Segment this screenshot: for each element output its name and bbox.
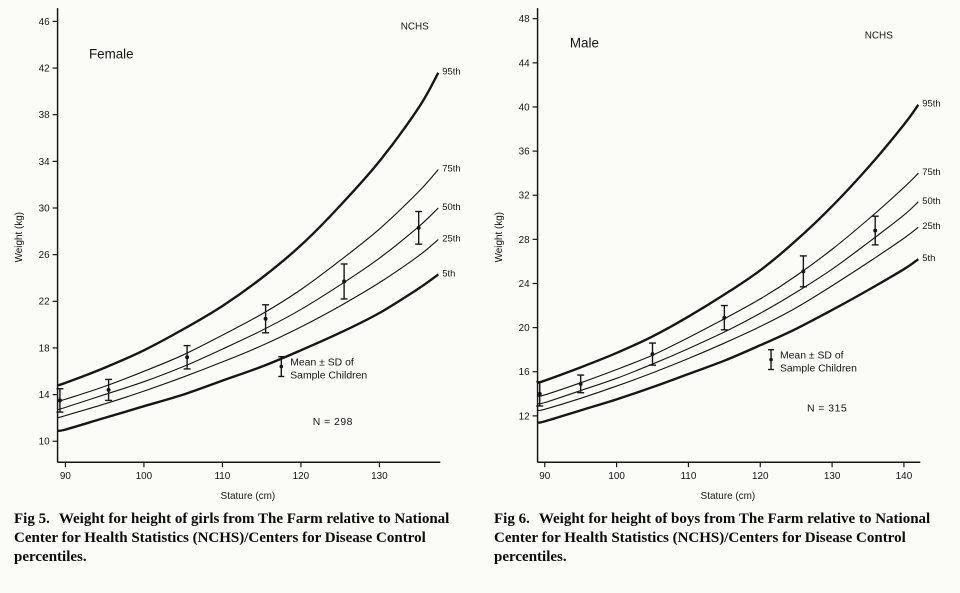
- figure-6-number: Fig 6.: [494, 511, 530, 527]
- y-axis-title: Weight (kg): [14, 212, 25, 262]
- y-tick-label: 26: [39, 250, 51, 261]
- mean-marker: [342, 279, 347, 284]
- mean-marker: [722, 315, 727, 320]
- x-tick-label: 130: [371, 471, 388, 482]
- x-tick-label: 100: [136, 471, 153, 482]
- x-tick-label: 90: [539, 471, 551, 482]
- legend-line-2: Sample Children: [780, 364, 857, 375]
- mean-marker: [873, 228, 878, 233]
- y-tick-label: 36: [519, 147, 531, 158]
- x-tick-label: 130: [824, 471, 841, 482]
- y-tick-label: 10: [39, 437, 51, 448]
- y-tick-label: 40: [519, 102, 531, 113]
- x-tick-label: 140: [896, 471, 913, 482]
- percentile-label-25th: 25th: [442, 232, 460, 243]
- y-tick-label: 32: [519, 191, 531, 202]
- y-tick-label: 20: [519, 323, 531, 334]
- x-tick-label: 110: [681, 471, 697, 482]
- figure-5-text: Weight for height of girls from The Farm…: [14, 511, 450, 565]
- y-tick-label: 48: [519, 14, 531, 25]
- mean-marker: [185, 355, 190, 360]
- mean-marker: [416, 225, 421, 230]
- legend-line-1: Mean ± SD of: [290, 358, 354, 369]
- y-axis-title: Weight (kg): [494, 212, 505, 262]
- figure-5-female: 10 14 18 22 26 30 34 38 42 46 90 100 110 120 130 Weight…: [8, 2, 474, 567]
- mean-marker: [106, 387, 111, 392]
- percentile-curve-75th: [57, 169, 439, 403]
- percentile-label-50th: 50th: [922, 195, 940, 206]
- percentile-curve-5th: [57, 273, 440, 433]
- y-tick-label: 16: [519, 367, 531, 378]
- panel-label: Male: [570, 35, 599, 50]
- percentile-curve-95th: [57, 72, 440, 387]
- figure-5-number: Fig 5.: [14, 511, 50, 527]
- y-tick-label: 28: [519, 235, 531, 246]
- x-tick-label: 120: [293, 471, 310, 482]
- percentile-label-5th: 5th: [922, 252, 935, 263]
- percentile-curve-50th: [537, 201, 919, 405]
- figure-6-male: 12 16 20 24 28 32 36 40 44 48 90 100 110 120 130 140 Wei…: [488, 2, 954, 567]
- y-tick-label: 22: [39, 297, 51, 308]
- x-tick-label: 120: [752, 471, 769, 482]
- mean-marker: [650, 352, 655, 357]
- y-tick-label: 46: [39, 17, 51, 28]
- percentile-curve-25th: [537, 226, 919, 412]
- percentile-label-25th: 25th: [922, 220, 940, 231]
- nchs-label: NCHS: [401, 22, 429, 33]
- x-tick-label: 100: [608, 471, 625, 482]
- percentile-label-95th: 95th: [922, 98, 940, 109]
- figure-5-caption: Fig 5. Weight for height of girls from Th…: [8, 508, 474, 567]
- panel-label: Female: [89, 47, 134, 62]
- y-tick-label: 42: [39, 64, 51, 75]
- legend-mean-marker: [769, 357, 773, 362]
- percentile-label-75th: 75th: [442, 162, 460, 173]
- y-tick-label: 18: [39, 343, 51, 354]
- y-tick-label: 44: [519, 58, 531, 69]
- figures-row: 10 14 18 22 26 30 34 38 42 46 90 100 110 120 130 Weight…: [8, 2, 954, 567]
- y-tick-label: 30: [39, 203, 51, 214]
- x-axis-title: Stature (cm): [221, 491, 276, 502]
- percentile-label-50th: 50th: [442, 201, 460, 212]
- percentile-curve-95th: [537, 104, 920, 384]
- weight-for-height-chart-male: 12 16 20 24 28 32 36 40 44 48 90 100 110 120 130 140 Wei…: [494, 8, 941, 502]
- mean-marker: [57, 398, 62, 403]
- y-tick-label: 12: [519, 411, 531, 422]
- legend-mean-marker: [279, 364, 284, 369]
- x-tick-label: 90: [60, 471, 72, 482]
- percentile-curve-25th: [57, 239, 439, 419]
- weight-for-height-chart-female: 10 14 18 22 26 30 34 38 42 46 90 100 110 120 130 Weight…: [14, 8, 461, 502]
- percentile-curve-50th: [57, 207, 439, 411]
- nchs-label: NCHS: [865, 31, 893, 42]
- mean-marker: [537, 391, 542, 396]
- legend-line-1: Mean ± SD of: [780, 351, 844, 362]
- figure-6-text: Weight for height of boys from The Farm …: [494, 511, 931, 565]
- y-tick-label: 34: [39, 157, 51, 168]
- y-tick-label: 14: [39, 390, 51, 401]
- legend-line-2: Sample Children: [290, 370, 367, 381]
- percentile-label-75th: 75th: [922, 166, 940, 177]
- x-axis-title: Stature (cm): [701, 491, 756, 502]
- x-tick-label: 110: [215, 471, 231, 482]
- mean-marker: [263, 316, 268, 321]
- y-tick-label: 38: [39, 110, 51, 121]
- percentile-label-95th: 95th: [442, 66, 460, 77]
- sample-size-label: N = 298: [313, 417, 353, 428]
- mean-marker: [578, 381, 583, 386]
- percentile-label-5th: 5th: [442, 267, 455, 278]
- percentile-curve-5th: [537, 258, 919, 424]
- sample-size-label: N = 315: [807, 403, 847, 414]
- figure-6-caption: Fig 6. Weight for height of boys from The…: [488, 508, 954, 567]
- y-tick-label: 24: [519, 279, 531, 290]
- mean-marker: [801, 269, 806, 274]
